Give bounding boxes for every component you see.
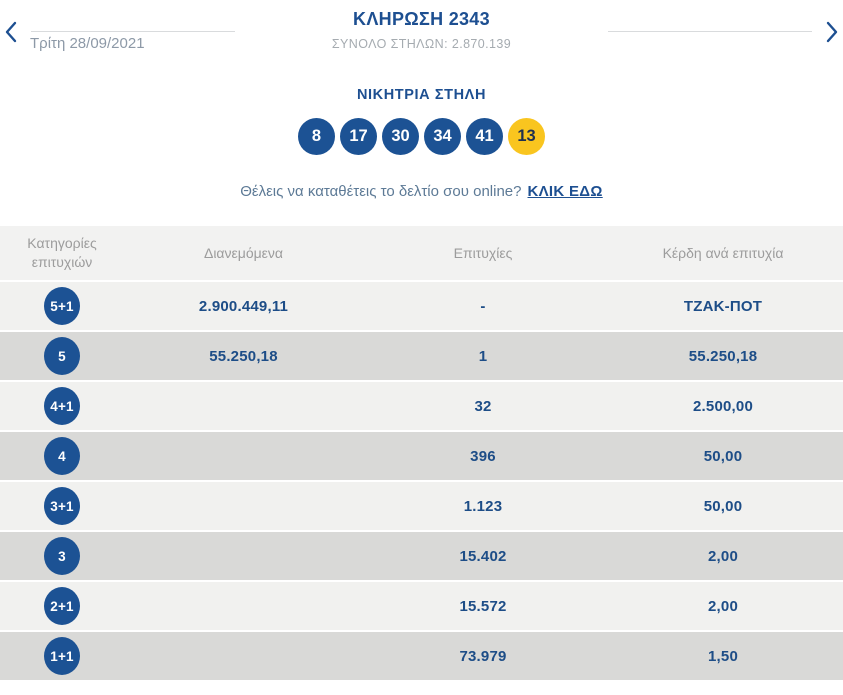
table-row: 5 55.250,18 1 55.250,18: [0, 331, 843, 382]
category-badge: 2+1: [44, 587, 80, 625]
winners-cell: 15.572: [363, 581, 603, 632]
table-header-row: Κατηγορίες επιτυχιών Διανεμόμενα Επιτυχίες…: [0, 226, 843, 282]
prize-cell: 50,00: [603, 431, 843, 482]
table-body: 5+1 2.900.449,11- ΤΖΑΚ-ΠΟΤ 5 55.250,18 1 55.25…: [0, 281, 843, 682]
category-badge: 5: [44, 337, 80, 375]
cta-row: Θέλεις να καταθέτεις το δελτίο σου onlin…: [0, 183, 843, 201]
winning-number-ball: 30: [382, 118, 419, 155]
distributed-cell: [124, 581, 363, 632]
category-cell: 2+1: [0, 581, 124, 632]
chevron-right-icon: [826, 21, 838, 43]
category-badge: 1+1: [44, 637, 80, 675]
distributed-cell: 55.250,18: [124, 331, 363, 382]
table-row: 4+1 32 2.500,00: [0, 381, 843, 432]
prize-cell: 55.250,18: [603, 331, 843, 382]
category-badge: 4: [44, 437, 80, 475]
winners-cell: 15.402: [363, 531, 603, 582]
category-cell: 5: [0, 331, 124, 382]
previous-draw-button[interactable]: [2, 19, 19, 45]
prize-cell: 1,50: [603, 631, 843, 682]
column-header: Κατηγορίες επιτυχιών: [0, 226, 124, 282]
winners-cell: 32: [363, 381, 603, 432]
category-cell: 4: [0, 431, 124, 482]
chevron-left-icon: [5, 21, 17, 43]
winning-number-ball: 8: [298, 118, 335, 155]
click-here-link[interactable]: ΚΛΙΚ ΕΔΩ: [527, 183, 603, 200]
divider-line-left: [31, 31, 235, 32]
category-badge: 3+1: [44, 487, 80, 525]
prize-cell: 50,00: [603, 481, 843, 532]
winning-column-title: ΝΙΚΗΤΡΙΑ ΣΤΗΛΗ: [356, 87, 487, 103]
draw-date: Τρίτη 28/09/2021: [30, 35, 145, 52]
category-cell: 4+1: [0, 381, 124, 432]
draw-header: ΚΛΗΡΩΣΗ 2343 ΣΥΝΟΛΟ ΣΤΗΛΩΝ: 2.870.139 Τρ…: [0, 0, 843, 60]
category-badge: 4+1: [44, 387, 80, 425]
distributed-cell: [124, 381, 363, 432]
divider-line-right: [608, 31, 812, 32]
category-badge: 5+1: [44, 287, 80, 325]
distributed-cell: [124, 631, 363, 682]
winners-cell: 396: [363, 431, 603, 482]
table-row: 2+1 15.572 2,00: [0, 581, 843, 632]
total-columns-label: ΣΥΝΟΛΟ ΣΤΗΛΩΝ: 2.870.139: [331, 37, 512, 51]
distributed-cell: [124, 531, 363, 582]
winning-number-ball: 41: [466, 118, 503, 155]
table-row: 4 396 50,00: [0, 431, 843, 482]
distributed-cell: [124, 481, 363, 532]
table-row: 1+1 73.979 1,50: [0, 631, 843, 682]
category-cell: 3: [0, 531, 124, 582]
draw-title: ΚΛΗΡΩΣΗ 2343: [353, 9, 490, 29]
winners-cell: -: [363, 281, 603, 332]
winning-numbers: 8 17 30 34 41 13: [0, 118, 843, 155]
prize-cell: ΤΖΑΚ-ΠΟΤ: [603, 281, 843, 332]
column-header: Διανεμόμενα: [124, 226, 363, 282]
winners-cell: 1.123: [363, 481, 603, 532]
prize-cell: 2,00: [603, 581, 843, 632]
cta-text: Θέλεις να καταθέτεις το δελτίο σου onlin…: [240, 183, 522, 200]
winning-number-ball: 34: [424, 118, 461, 155]
column-header: Επιτυχίες: [363, 226, 603, 282]
winners-cell: 1: [363, 331, 603, 382]
table-row: 3 15.402 2,00: [0, 531, 843, 582]
distributed-cell: 2.900.449,11: [124, 281, 363, 332]
distributed-cell: [124, 431, 363, 482]
category-cell: 1+1: [0, 631, 124, 682]
category-badge: 3: [44, 537, 80, 575]
category-cell: 5+1: [0, 281, 124, 332]
prize-cell: 2.500,00: [603, 381, 843, 432]
table-row: 3+1 1.123 50,00: [0, 481, 843, 532]
table-row: 5+1 2.900.449,11- ΤΖΑΚ-ΠΟΤ: [0, 281, 843, 332]
winners-cell: 73.979: [363, 631, 603, 682]
prize-cell: 2,00: [603, 531, 843, 582]
prize-table: Κατηγορίες επιτυχιών Διανεμόμενα Επιτυχίες…: [0, 226, 843, 682]
column-header: Κέρδη ανά επιτυχία: [603, 226, 843, 282]
category-cell: 3+1: [0, 481, 124, 532]
winning-number-ball: 17: [340, 118, 377, 155]
next-draw-button[interactable]: [824, 19, 841, 45]
joker-number-ball: 13: [508, 118, 545, 155]
